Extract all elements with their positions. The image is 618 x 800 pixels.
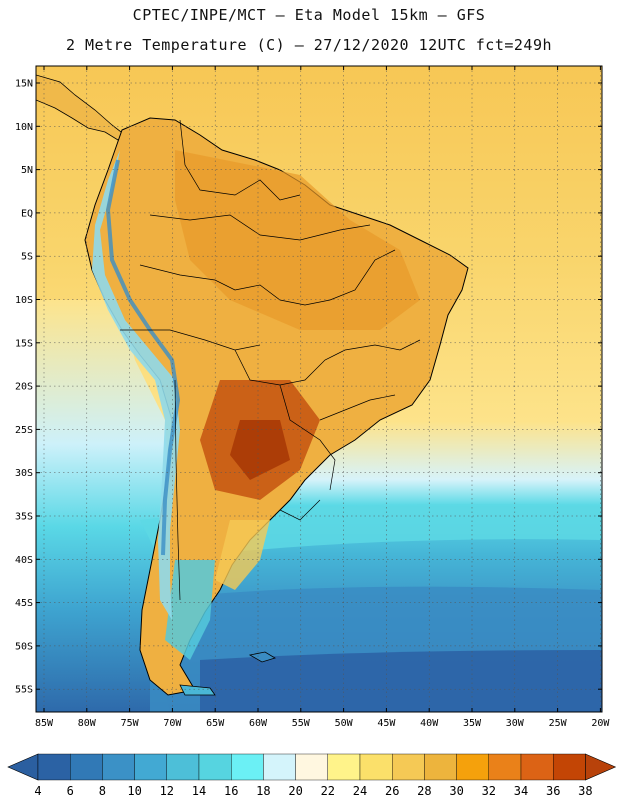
colorbar-end-right: [585, 753, 617, 781]
colorbar-label: 38: [578, 784, 592, 798]
falkland-islands: [248, 651, 276, 663]
colorbar-label: 4: [34, 784, 41, 798]
lat-label: 50S: [15, 641, 33, 652]
colorbar-swatch: [230, 753, 264, 781]
lat-label: 25S: [15, 425, 33, 436]
ocean-band-coldest: [200, 650, 602, 712]
lat-label: 40S: [15, 555, 33, 566]
lon-label: 85W: [35, 718, 54, 729]
patagonia-mild-zone: [215, 520, 270, 590]
lon-label: 25W: [549, 718, 568, 729]
colorbar-swatch: [456, 753, 490, 781]
colorbar-end-left: [7, 753, 39, 781]
pacific-ocean: [36, 300, 170, 712]
colorbar-swatch: [134, 753, 168, 781]
lat-label: 5S: [21, 252, 33, 263]
lat-label: EQ: [21, 208, 33, 219]
colorbar-swatch: [295, 753, 329, 781]
map-layers: [36, 66, 602, 712]
lon-label: 40W: [420, 718, 439, 729]
lon-label: 55W: [292, 718, 311, 729]
lat-label: 35S: [15, 512, 33, 523]
country-borders: [120, 119, 421, 601]
lon-label: 50W: [335, 718, 354, 729]
colorbar-label: 26: [385, 784, 399, 798]
lon-label: 70W: [163, 718, 182, 729]
colorbar-swatch: [102, 753, 135, 781]
lon-label: 65W: [206, 718, 225, 729]
colorbar-label: 12: [160, 784, 174, 798]
lat-label: 10N: [15, 122, 33, 133]
lat-label: 30S: [15, 468, 33, 479]
map-title-line2: 2 Metre Temperature (C) – 27/12/2020 12U…: [65, 36, 553, 54]
lat-label: 45S: [15, 598, 33, 609]
colorbar-swatch: [166, 753, 200, 781]
andes-cold-strip: [92, 150, 180, 620]
patagonia-cold-zone: [165, 560, 215, 660]
axis-ticks: [36, 66, 602, 712]
lon-label: 60W: [249, 718, 268, 729]
latitude-labels: 15N 10N 5N EQ 5S 10S 15S 20S 25S 30S 35S 40S 45S 50S 5…: [15, 79, 33, 696]
lon-label: 45W: [377, 718, 396, 729]
lat-label: 20S: [15, 382, 33, 393]
colorbar: 4 6 8 10 12 14 16 18 20 22 24 26 28 30 32 34 36 38: [7, 753, 617, 798]
lon-label: 75W: [121, 718, 140, 729]
colorbar-label: 18: [256, 784, 270, 798]
tierra-del-fuego: [179, 684, 216, 696]
map-frame: [35, 65, 603, 713]
colorbar-swatch: [69, 753, 103, 781]
colorbar-swatch: [424, 753, 457, 781]
colorbar-label: 20: [288, 784, 302, 798]
lat-label: 5N: [21, 165, 33, 176]
lon-label: 80W: [78, 718, 97, 729]
colorbar-swatch: [553, 753, 586, 781]
colorbar-label: 28: [417, 784, 431, 798]
lat-label: 15S: [15, 338, 33, 349]
colorbar-label: 16: [224, 784, 238, 798]
lat-label: 55S: [15, 685, 33, 696]
colorbar-swatch: [198, 753, 232, 781]
colorbar-label: 32: [482, 784, 496, 798]
hottest-core-zone: [230, 420, 290, 480]
map-title-line1: CPTEC/INPE/MCT – Eta Model 15km – GFS: [132, 6, 486, 24]
colorbar-label: 8: [99, 784, 106, 798]
lon-label: 35W: [463, 718, 482, 729]
colorbar-swatch: [520, 753, 554, 781]
lat-label: 15N: [15, 79, 33, 90]
colorbar-label: 22: [321, 784, 335, 798]
longitude-labels: 85W 80W 75W 70W 65W 60W 55W 50W 45W 40W 35W 30W 25W 2…: [35, 718, 610, 729]
colorbar-label: 6: [67, 784, 74, 798]
andes-ridge: [105, 159, 181, 556]
lon-label: 20W: [591, 718, 610, 729]
colorbar-swatch: [392, 753, 425, 781]
lat-label: 10S: [15, 295, 33, 306]
colorbar-swatch: [37, 753, 71, 781]
colorbar-label: 10: [127, 784, 141, 798]
lon-label: 30W: [506, 718, 525, 729]
colorbar-label: 14: [192, 784, 206, 798]
colorbar-label: 34: [514, 784, 528, 798]
colorbar-label: 24: [353, 784, 367, 798]
colorbar-label: 30: [449, 784, 463, 798]
colorbar-label: 36: [546, 784, 560, 798]
colorbar-swatch: [263, 753, 296, 781]
colorbar-swatch: [327, 753, 361, 781]
colorbar-swatch: [359, 753, 393, 781]
colorbar-swatch: [488, 753, 522, 781]
